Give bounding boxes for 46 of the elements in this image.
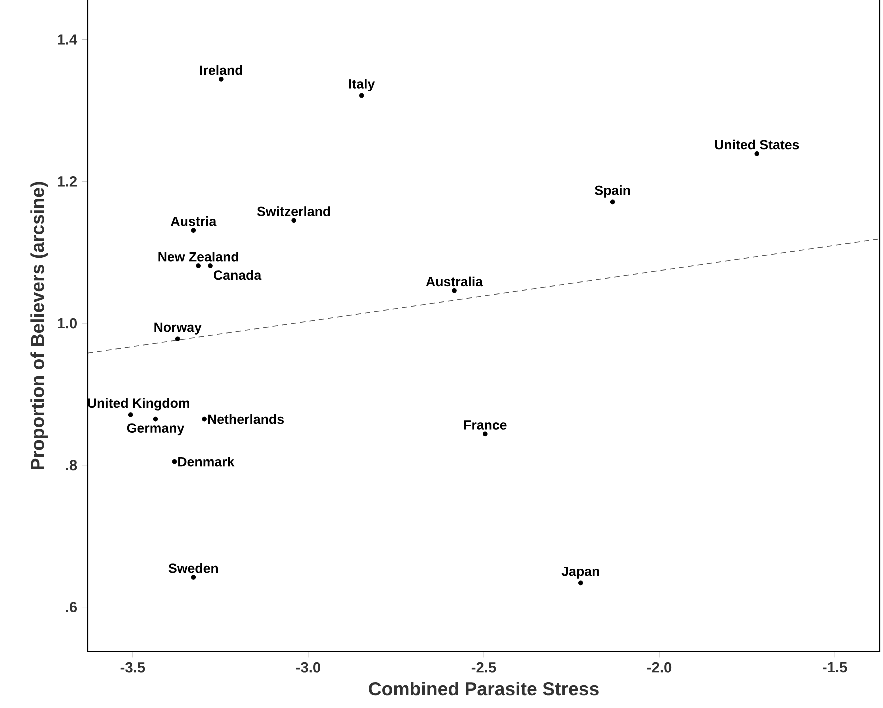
annotation: United Kingdom bbox=[88, 398, 190, 411]
annotation: Austria bbox=[171, 216, 217, 226]
annotation: United States bbox=[715, 140, 800, 150]
annotation: Canada bbox=[214, 270, 262, 280]
annotation: Netherlands bbox=[208, 414, 284, 424]
y-tick-label: 1.0 bbox=[58, 318, 77, 329]
point bbox=[202, 416, 207, 422]
annotation: New Zealand bbox=[158, 252, 238, 262]
point bbox=[452, 288, 457, 294]
annotation: Norway bbox=[154, 322, 202, 335]
y-tick-label: 1.4 bbox=[58, 34, 78, 45]
y-tick-label: .6 bbox=[66, 602, 78, 612]
point bbox=[754, 152, 760, 156]
x-tick-label: -3.0 bbox=[296, 662, 320, 673]
annotation: Switzerland bbox=[257, 206, 330, 216]
point bbox=[208, 264, 213, 268]
point bbox=[175, 336, 180, 342]
annotation: Australia bbox=[426, 276, 484, 287]
y-axis-title: Proportion of Believers (arcsine) bbox=[30, 182, 48, 470]
annotation: Denmark bbox=[178, 456, 235, 467]
point bbox=[153, 416, 158, 422]
annotation: Spain bbox=[595, 185, 630, 198]
x-axis-title: Combined Parasite Stress bbox=[369, 682, 599, 696]
point bbox=[483, 432, 488, 437]
y-tick-label: .8 bbox=[66, 460, 78, 471]
point bbox=[128, 412, 134, 418]
x-tick-label: -2.0 bbox=[647, 662, 672, 673]
annotation: France bbox=[464, 420, 507, 430]
annotation: Sweden bbox=[168, 563, 218, 574]
point bbox=[359, 93, 364, 98]
point bbox=[191, 575, 196, 580]
x-tick-label: -1.5 bbox=[822, 662, 848, 673]
point bbox=[610, 200, 616, 205]
point bbox=[219, 77, 224, 82]
annotation: Germany bbox=[127, 424, 185, 436]
annotation: Japan bbox=[562, 566, 600, 579]
x-tick-label: -3.5 bbox=[120, 662, 146, 673]
annotation: Ireland bbox=[200, 65, 242, 76]
x-tick-label: -2.5 bbox=[472, 662, 496, 673]
point bbox=[578, 580, 584, 586]
point bbox=[292, 218, 296, 224]
point bbox=[172, 459, 178, 464]
point bbox=[191, 228, 196, 233]
annotation: Italy bbox=[349, 79, 376, 92]
y-tick-label: 1.2 bbox=[58, 176, 78, 187]
point bbox=[196, 264, 201, 268]
